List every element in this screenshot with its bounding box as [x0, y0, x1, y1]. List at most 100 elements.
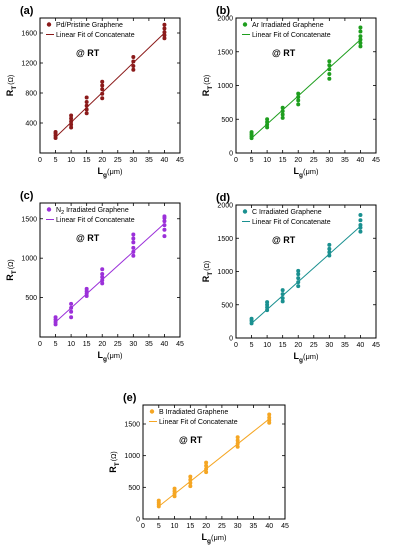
data-point: [358, 222, 363, 227]
x-axis-title: Lg(μm): [201, 532, 227, 545]
x-tick-label: 15: [279, 157, 287, 164]
x-tick-label: 20: [202, 523, 210, 530]
data-point: [280, 299, 285, 304]
y-tick-label: 1500: [21, 216, 37, 223]
fit-line: [251, 39, 361, 139]
x-tick-label: 10: [263, 157, 271, 164]
data-point: [280, 112, 285, 117]
x-tick-label: 15: [279, 342, 287, 349]
x-tick-label: 30: [325, 342, 333, 349]
annotation-rt: @ RT: [179, 435, 203, 445]
data-point: [131, 67, 136, 72]
data-point: [267, 415, 272, 420]
x-tick-label: 0: [234, 157, 238, 164]
data-point: [296, 91, 301, 96]
data-point: [84, 95, 89, 100]
panel-label: (d): [216, 192, 230, 204]
data-point: [327, 59, 332, 64]
data-point: [265, 117, 270, 122]
data-point: [296, 98, 301, 103]
data-point: [131, 253, 136, 258]
chart-panel-c: 0 5 10 15 20 25 30 35 40 45 500 1000 1500 Lg(μm) RT(Ω)…: [5, 190, 184, 363]
y-axis-title-unit: (Ω): [8, 259, 15, 269]
x-tick-label: 45: [281, 523, 289, 530]
y-axis-title-sub: T: [114, 462, 121, 466]
data-point: [84, 286, 89, 291]
y-tick-label: 1000: [217, 83, 233, 90]
data-point: [131, 55, 136, 59]
data-point: [69, 315, 74, 320]
data-point: [162, 214, 167, 219]
data-point: [131, 240, 136, 245]
data-point: [53, 315, 58, 320]
legend-fit-label: Linear Fit of Concatenate: [56, 217, 135, 224]
x-axis-title: Lg(μm): [293, 351, 319, 364]
data-point: [131, 232, 136, 237]
data-point: [296, 272, 301, 277]
x-tick-label: 10: [263, 342, 271, 349]
x-tick-label: 30: [129, 341, 137, 348]
data-point: [327, 253, 332, 258]
data-point: [131, 249, 136, 254]
data-point: [358, 44, 363, 49]
data-point: [100, 79, 105, 84]
panel-label: (a): [20, 5, 34, 17]
data-point: [131, 245, 136, 250]
x-axis-title: Lg(μm): [293, 166, 319, 179]
data-point: [131, 64, 136, 68]
x-tick-label: 35: [145, 157, 153, 164]
y-tick-label: 400: [25, 121, 37, 128]
fit-line: [55, 223, 165, 323]
data-point: [100, 91, 105, 96]
data-point: [100, 87, 105, 92]
data-point: [327, 250, 332, 255]
x-tick-label: 20: [98, 341, 106, 348]
legend-label-rest: Irradiated Graphene: [64, 207, 129, 214]
y-tick-label: 1500: [217, 49, 233, 56]
data-point: [280, 288, 285, 293]
legend-marker: [242, 209, 248, 214]
x-tick-label: 25: [114, 341, 122, 348]
annotation-rt: @ RT: [272, 235, 296, 245]
y-axis-title: RT(Ω): [5, 259, 18, 280]
data-point: [188, 477, 193, 482]
x-axis-title-unit: (μm): [303, 167, 319, 176]
y-axis-title-sub: T: [11, 86, 18, 90]
y-tick-label: 1000: [217, 269, 233, 276]
fit-line: [251, 225, 361, 324]
x-axis-title-sub: g: [103, 172, 107, 179]
x-tick-label: 40: [357, 157, 365, 164]
data-point: [131, 59, 136, 64]
legend-label: C Irradiated Graphene: [252, 209, 322, 216]
x-tick-label: 10: [67, 341, 75, 348]
legend-fit-label: Linear Fit of Concatenate: [252, 219, 331, 226]
x-tick-label: 15: [186, 523, 194, 530]
data-point: [204, 470, 209, 475]
data-point: [280, 105, 285, 110]
legend-label: Pd/Pristine Graphene: [56, 22, 123, 29]
data-point: [69, 122, 74, 127]
legend-label-sub: 2: [61, 210, 64, 216]
legend-fit-label: Linear Fit of Concatenate: [252, 32, 331, 39]
data-point: [162, 26, 167, 31]
y-axis-title-sub: T: [11, 270, 18, 274]
data-point: [358, 29, 363, 34]
legend-marker: [46, 22, 52, 27]
x-tick-label: 20: [294, 157, 302, 164]
data-point: [69, 113, 74, 118]
y-axis-title: RT(Ω): [108, 451, 121, 472]
y-tick-label: 1000: [124, 453, 140, 460]
plot-frame: [39, 17, 181, 154]
legend-label: Ar Irradiated Graphene: [252, 22, 324, 29]
data-point: [358, 212, 363, 217]
data-point: [358, 34, 363, 39]
x-tick-label: 20: [98, 157, 106, 164]
data-point: [69, 119, 74, 124]
data-point: [100, 278, 105, 283]
legend-marker: [149, 409, 155, 414]
chart-panel-b: 0 5 10 15 20 25 30 35 40 45 0 500 1000 1500 2000 Lg(μm)…: [201, 5, 380, 179]
legend-fit-label: Linear Fit of Concatenate: [56, 32, 135, 39]
x-tick-label: 5: [250, 157, 254, 164]
y-axis-title: RT(Ω): [5, 75, 18, 96]
